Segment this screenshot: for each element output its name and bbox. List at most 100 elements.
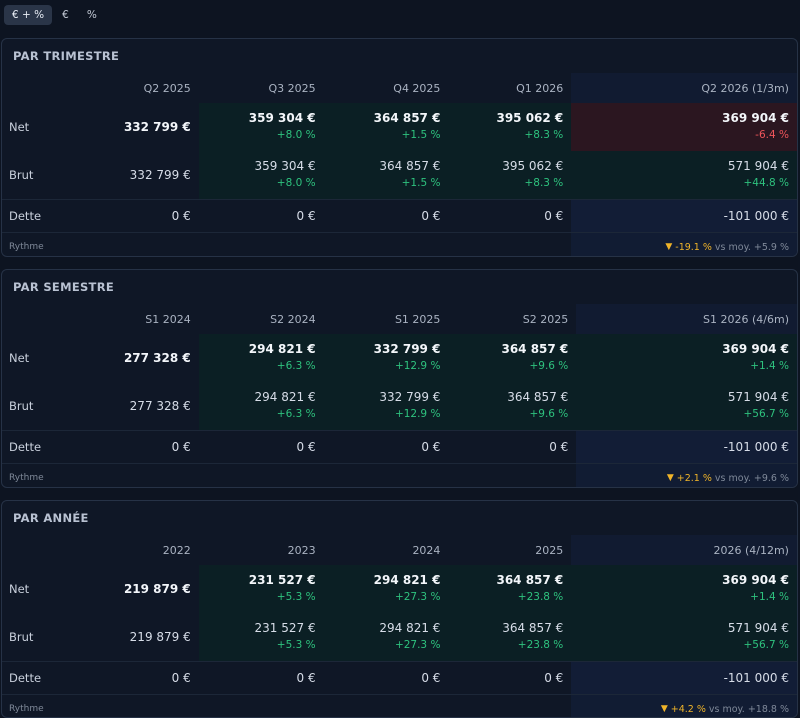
brut-change-percent: +56.7 % [743, 408, 790, 420]
net-change-percent: +1.4 % [750, 591, 789, 603]
net-change-percent: +8.0 % [276, 129, 316, 141]
mode-percent-button[interactable]: % [86, 9, 97, 21]
net-value: 364 857 € [501, 342, 569, 356]
dette-label: Dette [9, 209, 42, 223]
net-cell: 369 904 € +1.4 % [576, 334, 797, 382]
column-header: Q3 2025 [199, 73, 324, 103]
net-change-percent: +27.3 % [394, 591, 441, 603]
brut-value: 364 857 € [507, 390, 569, 404]
dette-value: 0 € [171, 439, 191, 454]
dette-value: 0 € [296, 439, 316, 454]
column-header-label: 2026 (4/12m) [713, 543, 789, 557]
net-cell: 364 857 € +9.6 % [448, 334, 577, 382]
dette-cell: 0 € [448, 200, 571, 232]
brut-change-percent: +9.6 % [529, 408, 569, 420]
table-header-row: Q2 2025 Q3 2025 Q4 2025 Q1 2026 Q2 2026 (1/3… [2, 73, 797, 103]
dette-value: -101 000 € [723, 670, 789, 685]
mode-euro-button[interactable]: € [62, 9, 69, 21]
data-table: 2022 2023 2024 2025 2026 (4/12m) Net 219 879 €… [2, 535, 797, 717]
brut-value: 294 821 € [254, 390, 316, 404]
brut-change-percent: +6.3 % [276, 408, 316, 420]
brut-change-percent: +8.3 % [524, 177, 564, 189]
column-header: Q2 2025 [74, 73, 199, 103]
column-header-label: Q3 2025 [268, 81, 316, 95]
brut-value: 332 799 € [379, 390, 441, 404]
brut-cell: 294 821 € +27.3 % [323, 613, 449, 661]
dette-value: -101 000 € [723, 439, 789, 454]
brut-cell: 364 857 € +23.8 % [448, 613, 572, 661]
brut-value: 571 904 € [727, 621, 789, 635]
row-label-header [2, 535, 74, 565]
rythme-average: vs moy. +9.6 % [714, 472, 789, 484]
dette-cell: 0 € [324, 662, 449, 694]
column-header: S1 2025 [324, 304, 449, 334]
net-change-percent: +1.4 % [750, 360, 789, 372]
column-header-label: Q1 2026 [516, 81, 564, 95]
dette-cell: -101 000 € [576, 431, 797, 463]
column-header-label: S2 2024 [270, 312, 316, 326]
dette-value: 0 € [421, 208, 441, 223]
brut-cell: 395 062 € +8.3 % [448, 151, 572, 199]
dette-cell: 0 € [324, 200, 449, 232]
brut-value: 219 879 € [129, 629, 191, 644]
brut-cell: 571 904 € +44.8 % [571, 151, 797, 199]
net-value: 395 062 € [496, 111, 564, 125]
column-header-label: S2 2025 [522, 312, 569, 326]
rythme-percent: +2.1 % [676, 472, 712, 484]
rythme-percent: -19.1 % [675, 241, 712, 253]
brut-value: 395 062 € [502, 159, 564, 173]
column-header: 2024 [324, 535, 449, 565]
panel-title: PAR ANNÉE [13, 511, 89, 525]
panel-semester: PAR SEMESTRE S1 2024 S2 2024 S1 2025 S2 2025… [1, 269, 798, 488]
net-cell: 359 304 € +8.0 % [198, 103, 324, 151]
column-header: S1 2026 (4/6m) [576, 304, 797, 334]
net-change-percent: +6.3 % [276, 360, 316, 372]
down-triangle-icon: ▼ [660, 704, 668, 714]
row-label-header [2, 73, 74, 103]
net-cell: 395 062 € +8.3 % [448, 103, 572, 151]
dette-row: Dette 0 € 0 € 0 € 0 € -101 000 € [2, 661, 797, 694]
net-change-percent: +9.6 % [529, 360, 569, 372]
net-change-percent: +1.5 % [401, 129, 441, 141]
net-label: Net [9, 351, 30, 365]
net-value: 332 799 € [123, 119, 191, 134]
net-value: 359 304 € [248, 111, 316, 125]
column-header-label: Q4 2025 [393, 81, 441, 95]
brut-cell: 571 904 € +56.7 % [571, 613, 797, 661]
dette-value: 0 € [421, 439, 441, 454]
net-row: Net 277 328 € 294 821 € +6.3 % 332 799 € +12.… [2, 334, 797, 382]
brut-change-percent: +56.7 % [743, 639, 789, 651]
panel-quarterly: PAR TRIMESTRE Q2 2025 Q3 2025 Q4 2025 Q1 202… [1, 38, 798, 257]
column-header-label: Q2 2026 (1/3m) [701, 81, 789, 95]
dette-cell: -101 000 € [571, 200, 797, 232]
net-value: 277 328 € [123, 350, 191, 365]
down-triangle-icon: ▼ [665, 242, 673, 252]
brut-change-percent: +23.8 % [517, 639, 564, 651]
brut-cell: 332 799 € +12.9 % [323, 382, 449, 430]
net-cell: 369 904 € -6.4 % [571, 103, 797, 151]
rythme-average: vs moy. +18.8 % [708, 703, 789, 715]
net-value: 219 879 € [123, 581, 191, 596]
net-cell: 294 821 € +27.3 % [323, 565, 449, 613]
rythme-value: ▼ +2.1 % vs moy. +9.6 % [576, 464, 797, 487]
column-header-label: S1 2025 [394, 312, 441, 326]
net-row: Net 332 799 € 359 304 € +8.0 % 364 857 € +1.5… [2, 103, 797, 151]
brut-value: 294 821 € [379, 621, 441, 635]
dette-cell: 0 € [199, 431, 324, 463]
net-cell: 332 799 € [74, 103, 199, 151]
column-header: 2022 [74, 535, 199, 565]
brut-cell: 332 799 € [74, 151, 199, 199]
brut-cell: 231 527 € +5.3 % [198, 613, 324, 661]
brut-cell: 359 304 € +8.0 % [198, 151, 324, 199]
brut-label: Brut [9, 630, 34, 644]
brut-change-percent: +12.9 % [394, 408, 441, 420]
dette-value: 0 € [171, 208, 191, 223]
dette-cell: 0 € [324, 431, 449, 463]
column-header: Q2 2026 (1/3m) [571, 73, 797, 103]
rythme-row: Rythme ▼ +2.1 % vs moy. +9.6 % [2, 463, 797, 487]
mode-euro-percent-button[interactable]: € + % [4, 5, 53, 25]
net-cell: 231 527 € +5.3 % [198, 565, 324, 613]
net-cell: 364 857 € +23.8 % [448, 565, 572, 613]
rythme-label: Rythme [9, 473, 44, 483]
net-label: Net [9, 582, 30, 596]
